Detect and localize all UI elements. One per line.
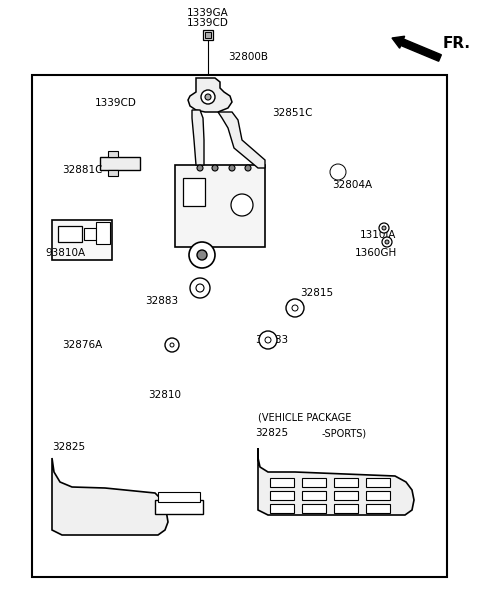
Text: 1360GH: 1360GH — [355, 248, 397, 258]
Bar — [270, 478, 294, 487]
Bar — [334, 478, 358, 487]
Text: 32800B: 32800B — [228, 52, 268, 62]
Bar — [366, 491, 390, 500]
Text: 32825: 32825 — [52, 442, 85, 452]
Circle shape — [197, 250, 207, 260]
Text: 1339CD: 1339CD — [187, 18, 229, 28]
Bar — [366, 504, 390, 513]
Circle shape — [292, 305, 298, 311]
Bar — [158, 492, 200, 502]
Bar — [108, 170, 118, 176]
Bar — [302, 491, 326, 500]
Circle shape — [382, 226, 386, 230]
Text: 32883: 32883 — [145, 296, 178, 306]
Bar — [302, 478, 326, 487]
Bar — [334, 491, 358, 500]
Circle shape — [201, 90, 215, 104]
FancyArrow shape — [392, 36, 441, 61]
Text: 1339CD: 1339CD — [95, 98, 137, 108]
Polygon shape — [258, 448, 414, 515]
Circle shape — [259, 331, 277, 349]
Circle shape — [197, 165, 203, 171]
Text: 1339GA: 1339GA — [187, 8, 229, 18]
Circle shape — [245, 165, 251, 171]
Polygon shape — [218, 112, 265, 168]
Bar — [96, 222, 110, 244]
Circle shape — [170, 343, 174, 347]
Bar — [100, 157, 140, 170]
Polygon shape — [192, 110, 204, 165]
Circle shape — [196, 284, 204, 292]
Circle shape — [385, 240, 389, 244]
Text: FR.: FR. — [443, 36, 471, 51]
Text: -SPORTS): -SPORTS) — [322, 428, 367, 438]
Text: 32810: 32810 — [148, 390, 181, 400]
Bar — [32, 75, 447, 577]
Circle shape — [265, 337, 271, 343]
Text: 1310JA: 1310JA — [360, 230, 396, 240]
Circle shape — [286, 299, 304, 317]
Circle shape — [205, 94, 211, 100]
Bar — [205, 32, 211, 38]
Bar — [183, 178, 205, 206]
Circle shape — [379, 223, 389, 233]
Circle shape — [190, 278, 210, 298]
Bar — [203, 30, 213, 40]
Text: 32881C: 32881C — [62, 165, 103, 175]
Text: 32825: 32825 — [255, 428, 288, 438]
Text: 32815: 32815 — [300, 288, 333, 298]
Bar — [270, 504, 294, 513]
Bar — [52, 220, 112, 260]
Bar — [302, 504, 326, 513]
Bar — [84, 228, 96, 240]
Bar — [175, 165, 265, 247]
Bar — [58, 226, 82, 242]
Circle shape — [229, 165, 235, 171]
Bar — [366, 478, 390, 487]
Polygon shape — [52, 458, 168, 535]
Text: 32883: 32883 — [255, 335, 288, 345]
Bar — [108, 151, 118, 157]
Bar — [248, 408, 418, 515]
Text: 32876A: 32876A — [62, 340, 102, 350]
Bar — [270, 491, 294, 500]
Circle shape — [165, 338, 179, 352]
Text: 32851C: 32851C — [272, 108, 312, 118]
Circle shape — [330, 164, 346, 180]
Text: (VEHICLE PACKAGE: (VEHICLE PACKAGE — [258, 412, 351, 422]
Circle shape — [382, 237, 392, 247]
Text: 93810A: 93810A — [45, 248, 85, 258]
Polygon shape — [188, 78, 232, 112]
Circle shape — [189, 242, 215, 268]
Bar — [334, 504, 358, 513]
Text: 32804A: 32804A — [332, 180, 372, 190]
Circle shape — [231, 194, 253, 216]
Circle shape — [212, 165, 218, 171]
Bar — [155, 500, 203, 514]
